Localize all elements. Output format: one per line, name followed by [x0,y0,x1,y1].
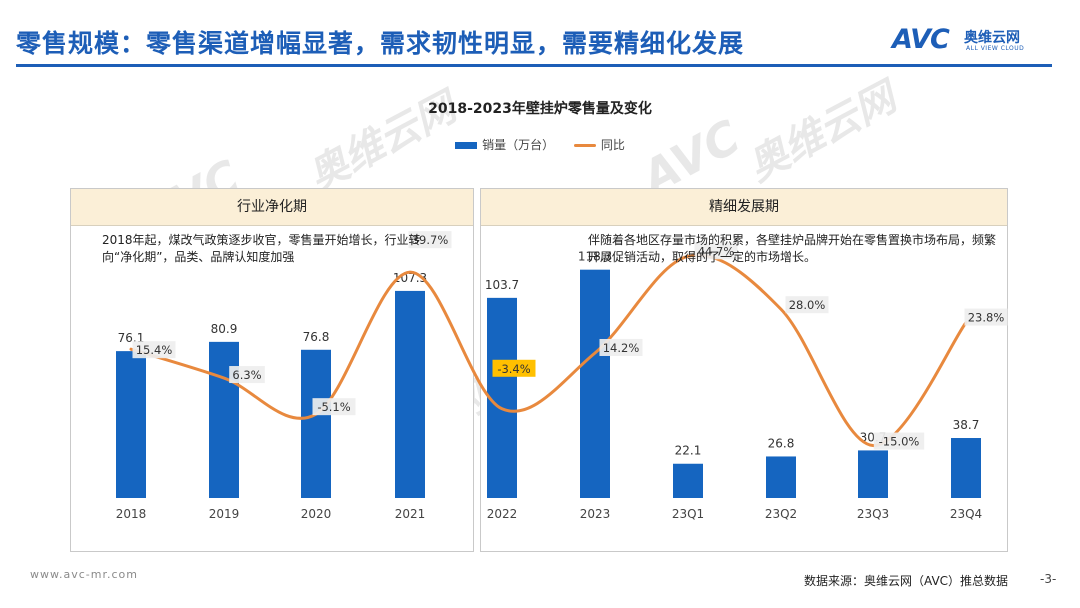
footer-url: www.avc-mr.com [30,568,138,581]
panel-note-right: 伴随着各地区存量市场的积累，各壁挂炉品牌开始在零售置换市场布局，频繁开展促销活动… [588,233,997,264]
title-divider [16,64,1052,67]
panel-refined-development-period: 精细发展期 [480,188,1008,552]
panel-note-left: 2018年起，煤改气政策逐步收官，零售量开始增长，行业转向“净化期”，品类、品牌… [102,233,421,264]
yoy-label-box-2022 [492,359,536,377]
legend-item-bar: 销量（万台） [455,136,554,153]
legend-item-line: 同比 [573,136,625,153]
yoy-label-2019: 6.3% [232,368,261,382]
yoy-label-box-23Q2 [785,296,829,314]
yoy-label-box-23Q4 [964,308,1008,326]
bar-23Q3 [858,450,888,498]
yoy-label-box-2019 [229,366,265,384]
x-tick-2020: 2020 [301,507,332,521]
bar-label-23Q1: 22.1 [675,444,702,458]
yoy-label-23Q2: 28.0% [789,298,826,312]
bar-label-2023: 118.3 [578,250,612,264]
yoy-label-box-23Q1 [694,242,738,260]
logo-name-en: ALL VIEW CLOUD [966,45,1025,52]
x-tick-2018: 2018 [116,507,147,521]
data-source-note: 数据来源：奥维云网（AVC）推总数据 [804,574,1009,588]
avc-logo: AVC 奥维云网 ALL VIEW CLOUD [892,24,1054,58]
yoy-label-box-23Q3 [873,432,925,450]
bar-label-2020: 76.8 [303,330,330,344]
bar-2023 [580,269,610,498]
legend-label-bar: 销量（万台） [482,138,555,152]
chart-title: 2018-2023年壁挂炉零售量及变化 [428,101,652,117]
x-tick-2019: 2019 [209,507,240,521]
bar-label-2019: 80.9 [211,322,238,336]
bar-2021 [395,290,425,498]
x-tick-2023: 2023 [580,507,611,521]
bar-23Q2 [766,456,796,498]
x-tick-2021: 2021 [395,507,426,521]
bar-label-23Q4: 38.7 [953,418,980,432]
x-tick-23Q4: 23Q4 [950,507,982,521]
bar-2018 [116,351,146,498]
yoy-label-box-2020 [312,398,356,416]
yoy-line [129,253,968,448]
yoy-label-23Q1: 44.7% [698,244,735,258]
yoy-label-box-2023 [599,338,643,356]
x-tick-2022: 2022 [487,507,518,521]
yoy-label-2018: 15.4% [136,343,173,357]
bar-label-23Q2: 26.8 [768,436,795,450]
bar-2022 [487,297,517,498]
logo-name-cn: 奥维云网 [964,30,1020,46]
x-tick-23Q2: 23Q2 [765,507,797,521]
yoy-label-2020: -5.1% [317,400,350,414]
legend-line-swatch [573,144,596,147]
yoy-label-2023: 14.2% [603,341,640,355]
yoy-label-2021: 39.7% [412,233,449,247]
chart-legend: 销量（万台） 同比 [0,136,1080,153]
yoy-label-box-2021 [408,231,452,249]
panel-title-left: 行业净化期 [71,189,473,226]
logo-brand: AVC [892,24,950,55]
bar-23Q1 [673,463,703,498]
legend-bar-swatch [455,142,478,149]
page-title: 零售规模：零售渠道增幅显著，需求韧性明显，需要精细化发展 [16,29,745,58]
page-number: -3- [1040,572,1057,586]
panel-title-right: 精细发展期 [481,189,1007,226]
yoy-label-23Q3: -15.0% [879,435,920,449]
yoy-label-2022: -3.4% [497,362,530,376]
legend-label-line: 同比 [600,138,625,152]
bar-2020 [301,349,331,498]
x-tick-23Q3: 23Q3 [857,507,889,521]
x-tick-23Q1: 23Q1 [672,507,704,521]
bar-label-2022: 103.7 [485,278,519,292]
bar-2019 [209,341,239,498]
yoy-label-box-2018 [132,341,176,359]
yoy-label-23Q4: 23.8% [968,311,1005,325]
bar-23Q4 [951,438,981,498]
